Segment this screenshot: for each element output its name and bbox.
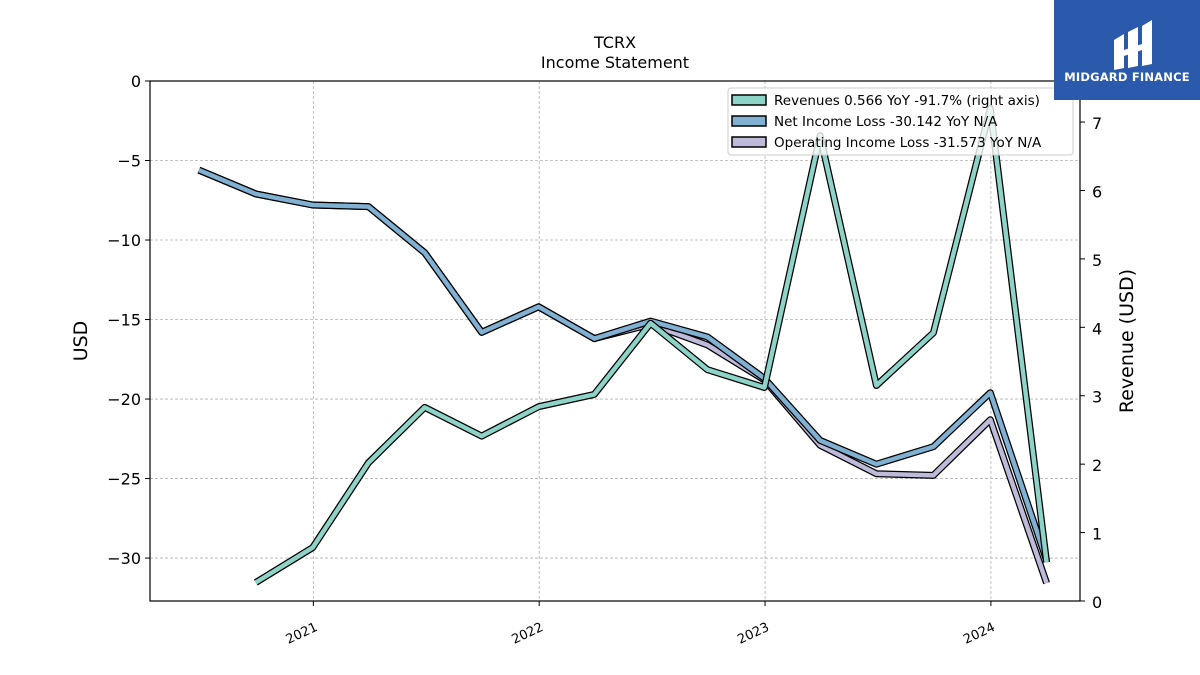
series-lines bbox=[197, 104, 1051, 586]
y-tick-label-right: 0 bbox=[1092, 593, 1102, 612]
chart-title: TCRX bbox=[593, 33, 636, 52]
x-tick-label: 2023 bbox=[735, 620, 771, 648]
y-tick-label-left: −25 bbox=[107, 470, 141, 489]
series-line-stroke bbox=[254, 106, 1049, 585]
logo-mark-icon bbox=[1114, 20, 1152, 70]
y-tick-label-right: 5 bbox=[1092, 251, 1102, 270]
x-tick-label: 2022 bbox=[510, 620, 546, 648]
y-tick-label-left: −15 bbox=[107, 311, 141, 330]
y-tick-label-left: −20 bbox=[107, 390, 141, 409]
legend-box bbox=[727, 87, 1074, 156]
y-tick-label-right: 2 bbox=[1092, 456, 1102, 475]
y-tick-label-right: 4 bbox=[1092, 319, 1102, 338]
legend-entry: Net Income Loss -30.142 YoY N/A bbox=[774, 114, 998, 130]
series-line-stroke bbox=[198, 168, 1049, 562]
y-tick-label-right: 1 bbox=[1092, 525, 1102, 544]
y-tick-label-left: −10 bbox=[107, 231, 141, 250]
series-line-outline bbox=[253, 104, 1051, 586]
legend-entry: Operating Income Loss -31.573 YoY N/A bbox=[774, 135, 1042, 151]
legend: Revenues 0.566 YoY -91.7% (right axis) Ne… bbox=[727, 87, 1074, 156]
axes: 2021 2022 2023 2024 0 −5 −10 −15 −20 −25 −30 0 1 2 3 4 5… bbox=[107, 72, 1102, 648]
chart-subtitle: Income Statement bbox=[541, 53, 689, 72]
gridlines bbox=[150, 80, 1080, 601]
y-tick-label-right: 3 bbox=[1092, 388, 1102, 407]
y-axis-label-right: Revenue (USD) bbox=[1116, 269, 1138, 413]
x-tick-label: 2021 bbox=[284, 620, 320, 648]
legend-swatch bbox=[731, 115, 767, 127]
series-line-1 bbox=[197, 166, 1050, 562]
y-tick-label-left: 0 bbox=[131, 72, 141, 91]
midgard-finance-logo: MIDGARD FINANCE bbox=[1054, 0, 1200, 100]
y-tick-label-right: 7 bbox=[1092, 114, 1102, 133]
x-tick-label: 2024 bbox=[961, 620, 997, 648]
legend-entry: Revenues 0.566 YoY -91.7% (right axis) bbox=[774, 93, 1040, 109]
legend-swatch bbox=[731, 94, 767, 106]
series-line-outline bbox=[197, 166, 1050, 562]
y-tick-label-right: 6 bbox=[1092, 182, 1102, 201]
plot-frame bbox=[149, 80, 1081, 602]
y-tick-label-left: −30 bbox=[107, 549, 141, 568]
legend-swatch bbox=[731, 136, 767, 148]
series-line-0 bbox=[253, 104, 1051, 586]
logo-brand-text: MIDGARD FINANCE bbox=[1064, 70, 1190, 84]
y-tick-label-left: −5 bbox=[117, 152, 141, 171]
y-axis-label-left: USD bbox=[70, 321, 92, 362]
